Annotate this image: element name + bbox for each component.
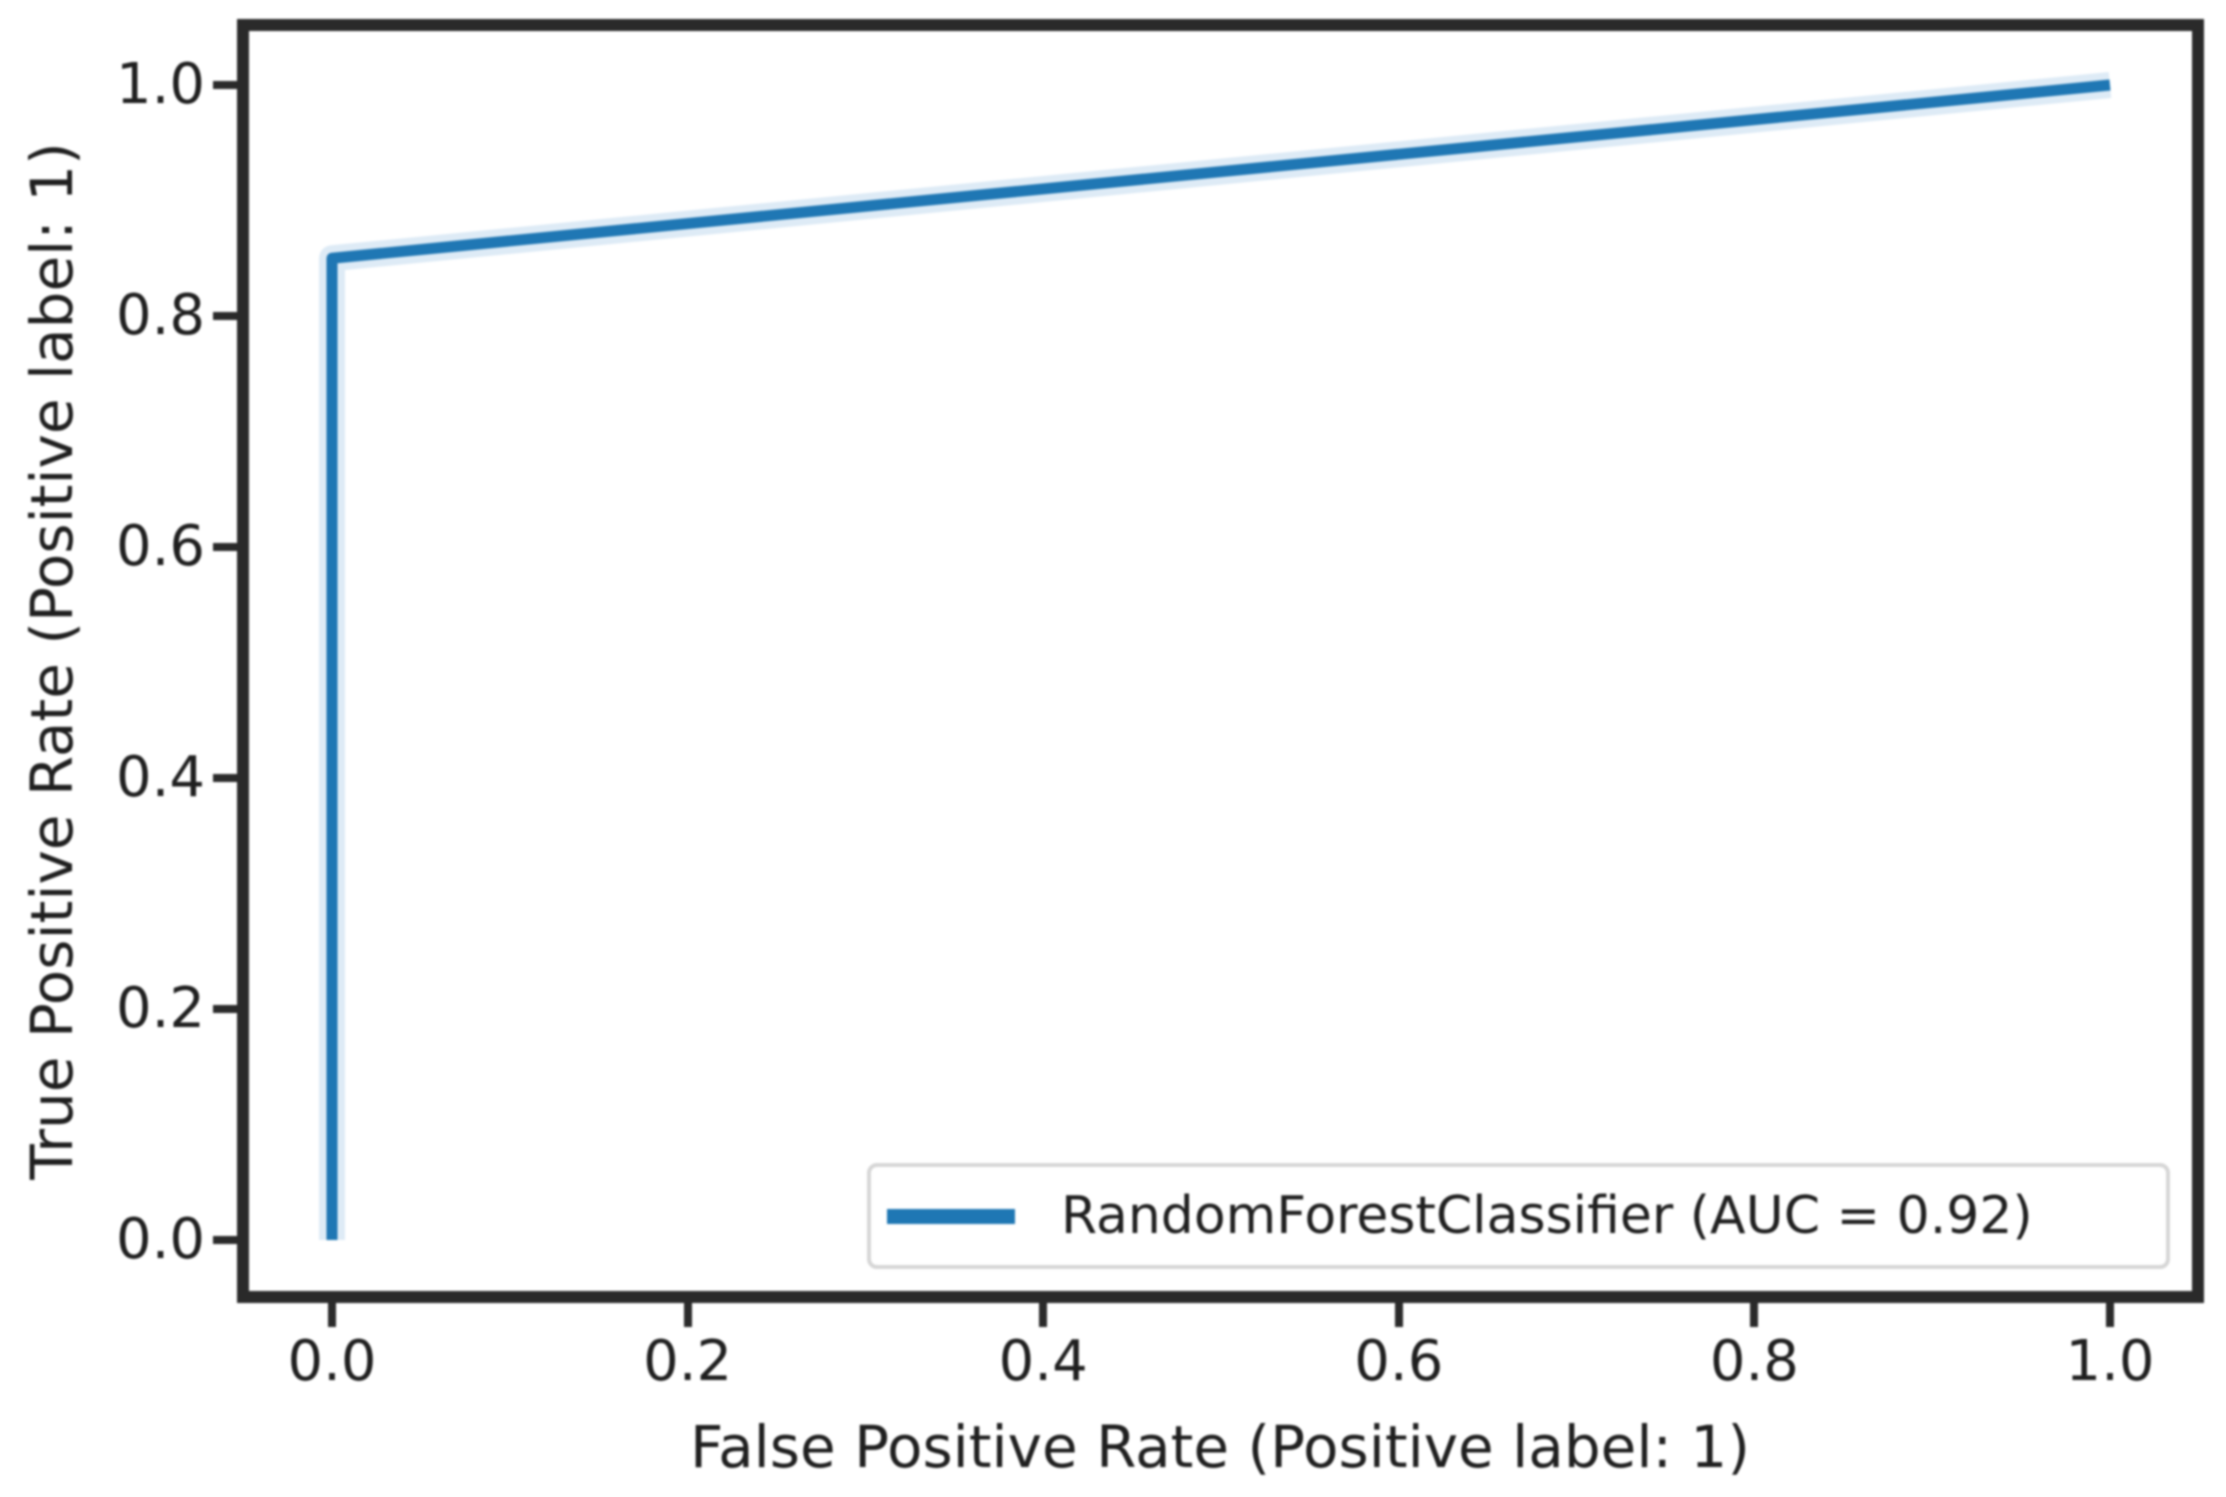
y-tick-label: 0.4	[115, 745, 205, 810]
y-tick-mark	[213, 774, 237, 782]
x-tick-label: 0.6	[1354, 1329, 1444, 1394]
y-tick-mark	[213, 543, 237, 551]
x-tick-mark	[1394, 1303, 1403, 1327]
x-tick-mark	[1039, 1303, 1048, 1327]
y-tick-label: 0.8	[115, 283, 205, 348]
y-tick-label: 0.0	[115, 1207, 205, 1272]
x-tick-mark	[328, 1303, 336, 1327]
y-tick-mark	[213, 312, 237, 320]
roc-curve-halo	[319, 72, 2112, 1240]
x-tick-label: 0.0	[287, 1329, 377, 1394]
roc-curve-line	[326, 79, 2111, 1240]
y-axis-label: True Positive Rate (Positive label: 1)	[18, 142, 86, 1180]
x-tick-mark	[2106, 1303, 2114, 1327]
legend: RandomForestClassifier (AUC = 0.92)	[867, 1163, 2170, 1269]
y-tick-mark	[213, 1005, 237, 1013]
y-tick-mark	[213, 1236, 237, 1244]
legend-label: RandomForestClassifier (AUC = 0.92)	[1061, 1186, 2033, 1246]
x-axis-label: False Positive Rate (Positive label: 1)	[690, 1413, 1750, 1481]
y-tick-label: 0.2	[115, 976, 205, 1041]
x-tick-label: 0.4	[998, 1329, 1088, 1394]
y-tick-mark	[213, 81, 237, 89]
y-tick-label: 1.0	[115, 52, 205, 117]
y-tick-label: 0.6	[115, 514, 205, 579]
x-tick-mark	[683, 1303, 692, 1327]
legend-line-swatch	[887, 1208, 1015, 1224]
x-tick-label: 0.2	[643, 1329, 733, 1394]
x-tick-mark	[1750, 1303, 1759, 1327]
x-tick-label: 0.8	[1709, 1329, 1799, 1394]
x-tick-label: 1.0	[2065, 1329, 2155, 1394]
